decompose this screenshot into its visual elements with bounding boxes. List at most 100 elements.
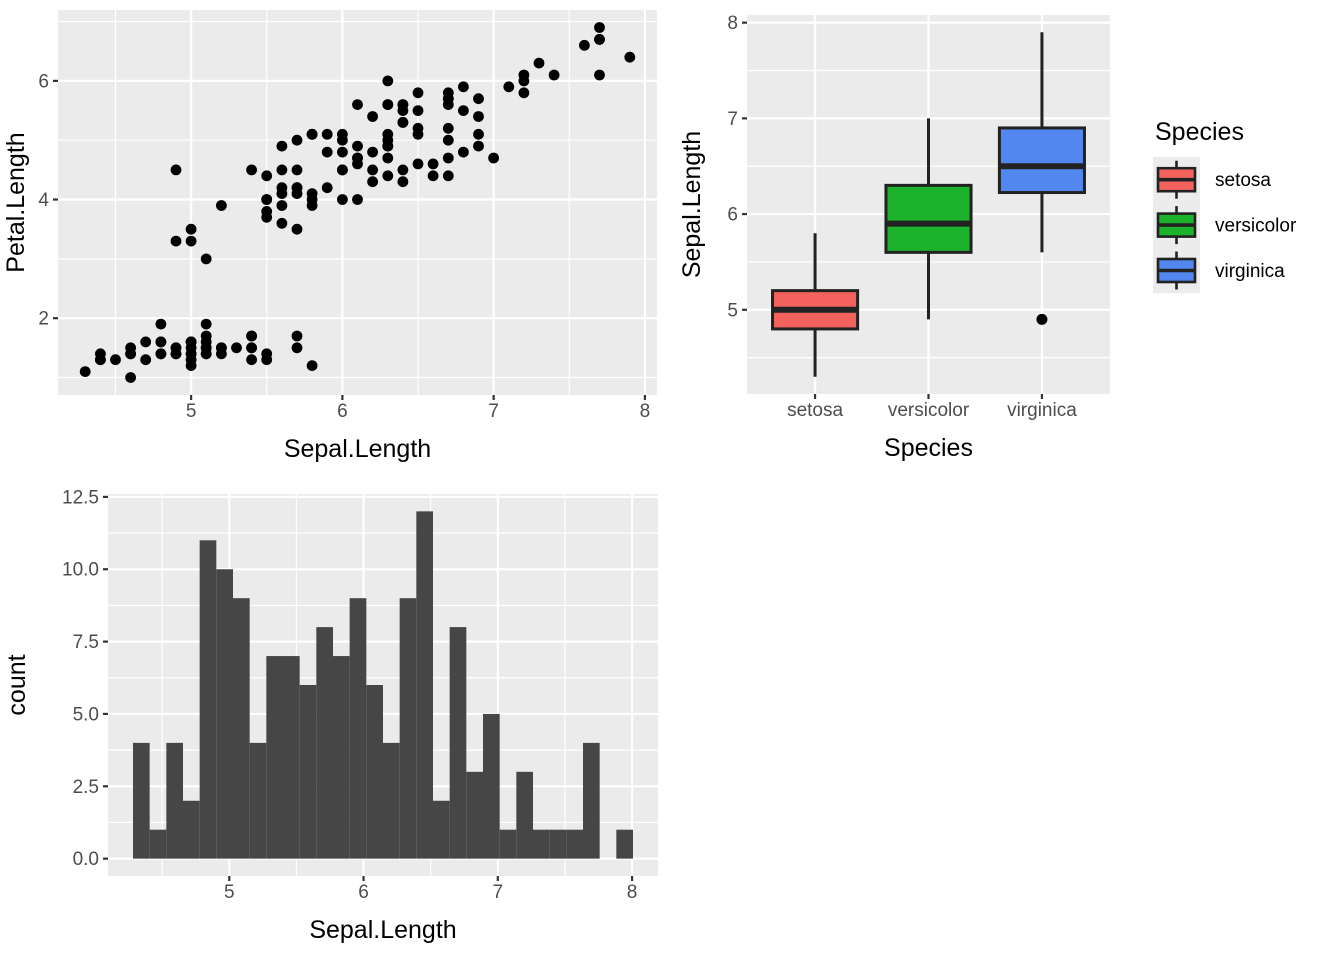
data-point [276,182,288,194]
data-point [412,105,424,116]
data-point [337,134,348,146]
histogram-bar [549,829,567,859]
data-point [488,152,499,164]
data-point [518,87,530,99]
data-point [321,128,333,140]
data-point [306,360,318,371]
data-point [291,188,303,200]
data-point [261,194,273,205]
data-point [503,81,515,93]
histogram-bar [383,742,400,859]
legend-key-setosa [1156,160,1197,199]
data-point [125,348,136,360]
x-axis-title: Sepal.Length [284,435,431,463]
box-setosa [771,233,860,377]
y-tick-label: 0.0 [73,849,99,870]
data-point [306,194,318,205]
data-point [200,318,212,330]
box-iqr [884,183,973,254]
data-point [442,152,454,164]
histogram-bar [449,627,467,859]
histogram-bar [266,656,283,859]
histogram-bar [349,598,367,859]
data-point [200,253,212,265]
data-point [442,93,454,105]
data-point [291,164,303,176]
data-point [276,200,288,211]
data-point [382,75,394,87]
data-point [518,75,530,87]
data-point [473,93,484,105]
histogram-bar [249,742,267,859]
data-point [261,170,273,182]
data-point [125,372,136,383]
data-point [442,122,454,134]
histogram-bar [333,656,350,859]
x-tick-label: versicolor [888,400,970,421]
histogram-bar [132,742,150,859]
histogram-bar [399,598,417,859]
data-point [624,51,636,63]
data-point [261,354,273,366]
histogram-bar [433,800,450,859]
data-point [185,348,197,360]
histogram-sepal-length: 5 6 7 8 0.0 2.5 5.0 7.5 10.0 12.5 Sepal.Length coun… [0,480,672,960]
legend-title: Species [1155,118,1244,146]
data-point [458,81,469,93]
data-point [170,235,182,247]
data-point [594,69,605,81]
histogram-bar [583,742,600,859]
data-point [155,336,167,348]
histogram-bar [466,771,483,859]
histogram-bar [499,829,517,859]
data-point [367,111,378,122]
legend-label: virginica [1215,261,1285,282]
histogram-bar [316,627,333,859]
histogram-bar [483,713,500,859]
y-tick-label: 4 [38,190,49,211]
data-point [337,146,348,158]
histogram-bar [216,569,233,859]
y-axis-title: count [3,654,31,715]
y-tick-label: 12.5 [62,487,99,508]
histogram-bar [199,540,217,859]
histogram-bar [516,771,533,859]
scatter-points [79,22,636,383]
data-point [185,235,197,247]
data-point [185,336,197,348]
data-point [140,354,152,366]
data-point [246,164,257,176]
outlier-point [1036,313,1048,325]
data-point [427,170,439,182]
legend: Species setosa versicolor virginica [1153,118,1297,294]
data-point [397,117,409,128]
legend-label: versicolor [1215,216,1297,237]
data-point [155,318,167,330]
boxplot-sepal-by-species: setosa versicolor virginica 5 6 7 8 Species Sepa… [672,0,1344,480]
data-point [579,39,590,51]
x-tick-label: 8 [627,882,638,903]
x-tick-label: 6 [337,401,348,422]
histogram-bar [366,685,383,859]
legend-label: setosa [1215,170,1271,191]
data-point [79,366,91,377]
scatter-plot-sepal-vs-petal: 5 6 7 8 2 4 6 Sepal.Length Petal.Length [0,0,672,480]
histogram-bar [233,598,250,859]
data-point [412,87,424,99]
data-point [291,330,303,342]
box-iqr [997,126,1086,195]
x-axis-title: Sepal.Length [309,916,456,944]
data-point [246,354,257,366]
data-point [412,122,424,134]
data-point [352,140,363,152]
empty-cell [672,480,1344,960]
data-point [397,176,409,188]
data-point [246,330,257,342]
data-point [321,146,333,158]
x-tick-label: 5 [186,401,197,422]
data-point [352,194,363,205]
data-point [594,34,605,45]
data-point [291,134,303,146]
y-tick-label: 5.0 [73,704,99,725]
